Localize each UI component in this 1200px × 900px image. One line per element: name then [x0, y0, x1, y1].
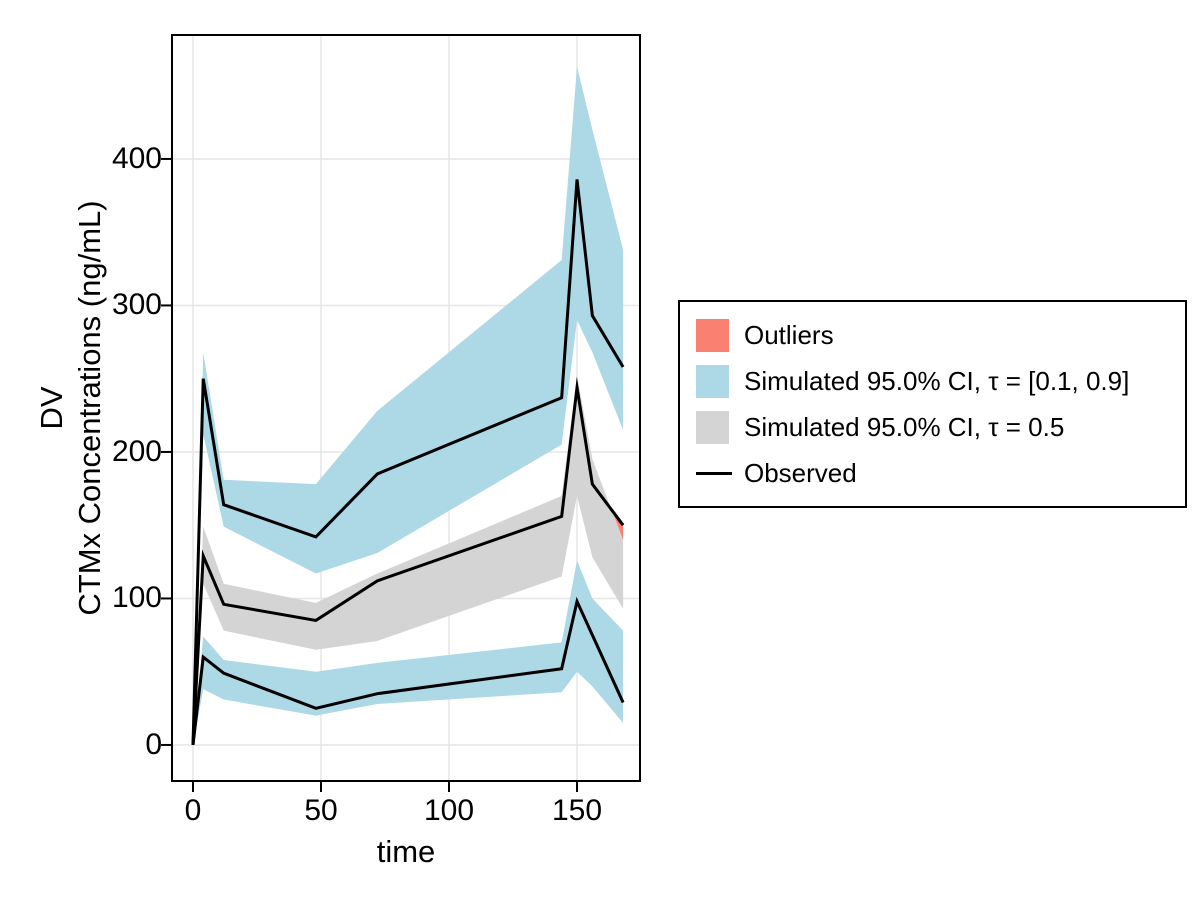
observed-line-1 — [191, 376, 625, 746]
y-axis-label-line2: CTMx Concentrations (ng/mL) — [72, 200, 107, 616]
y-axis-label: DV CTMx Concentrations (ng/mL) — [33, 200, 109, 615]
y-axis-label-line1: DV — [34, 386, 69, 430]
outliers-swatch-icon — [696, 318, 729, 352]
ci-50-swatch-icon — [696, 410, 729, 444]
ci-band-0 — [192, 66, 624, 745]
legend-item-ci-50: Simulated 95.0% CI, τ = 0.5 — [696, 409, 1169, 445]
legend-label-outliers: Outliers — [744, 319, 834, 350]
plot-border — [171, 34, 641, 782]
x-axis-label: time — [376, 834, 436, 869]
legend-label-observed: Observed — [744, 457, 857, 488]
observed-line-2 — [191, 596, 625, 746]
legend-item-outliers: Outliers — [696, 317, 1169, 353]
legend-item-ci-90: Simulated 95.0% CI, τ = [0.1, 0.9] — [696, 363, 1169, 399]
legend-label-ci-50: Simulated 95.0% CI, τ = 0.5 — [744, 411, 1065, 442]
observed-line-0 — [191, 179, 625, 746]
legend: Outliers Simulated 95.0% CI, τ = [0.1, 0… — [678, 300, 1187, 508]
observed-line-swatch-icon — [696, 471, 732, 475]
ci-band-2 — [192, 560, 624, 745]
outlier-region — [611, 509, 624, 540]
ci-90-swatch-icon — [696, 364, 729, 398]
legend-item-observed: Observed — [696, 455, 1169, 491]
legend-label-ci-90: Simulated 95.0% CI, τ = [0.1, 0.9] — [744, 365, 1130, 396]
